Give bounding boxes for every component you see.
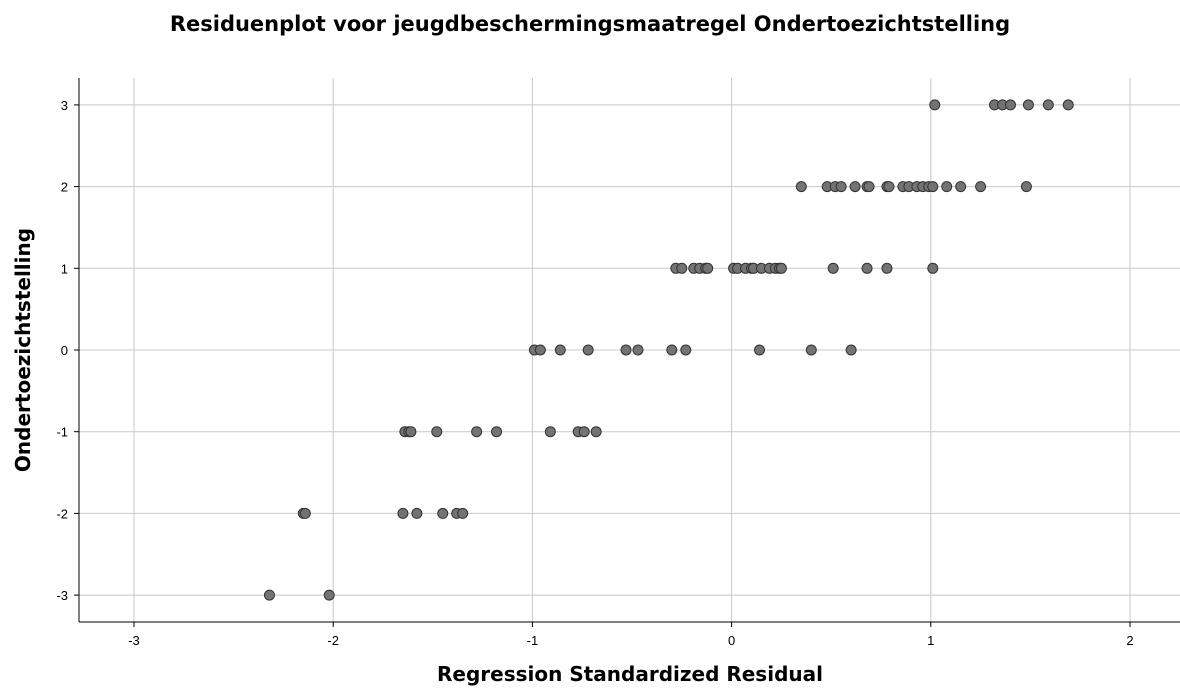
- data-point: [590, 426, 602, 438]
- x-tick-label: 0: [728, 633, 735, 648]
- y-axis-label: Ondertoezichtstelling: [11, 228, 35, 472]
- data-point: [753, 344, 765, 356]
- data-point: [1004, 99, 1016, 111]
- data-point: [554, 344, 566, 356]
- data-point: [863, 181, 875, 193]
- data-point: [775, 262, 787, 274]
- data-point: [263, 589, 275, 601]
- data-point: [975, 181, 987, 193]
- chart-title: Residuenplot voor jeugdbeschermingsmaatr…: [170, 12, 1010, 36]
- data-point: [471, 426, 483, 438]
- data-point: [544, 426, 556, 438]
- data-point: [955, 181, 967, 193]
- data-point: [299, 507, 311, 519]
- data-point: [620, 344, 632, 356]
- tick-labels: -3 -2 -1 0 1 2 3 2 1 0 -1 -2 -3: [56, 98, 1133, 648]
- data-point: [323, 589, 335, 601]
- x-axis-label: Regression Standardized Residual: [437, 662, 823, 686]
- data-point: [927, 181, 939, 193]
- data-point: [1022, 99, 1034, 111]
- data-points: [263, 99, 1074, 601]
- data-point: [795, 181, 807, 193]
- data-point: [835, 181, 847, 193]
- data-point: [883, 181, 895, 193]
- data-point: [1020, 181, 1032, 193]
- y-tick-label: 3: [61, 98, 68, 113]
- x-tick-label: -3: [128, 633, 140, 648]
- data-point: [431, 426, 443, 438]
- y-tick-label: -1: [56, 425, 68, 440]
- data-point: [411, 507, 423, 519]
- y-tick-label: 0: [61, 343, 68, 358]
- x-tick-label: 2: [1126, 633, 1133, 648]
- data-point: [397, 507, 409, 519]
- data-point: [805, 344, 817, 356]
- data-point: [534, 344, 546, 356]
- data-point: [666, 344, 678, 356]
- y-tick-label: -2: [56, 506, 68, 521]
- data-point: [849, 181, 861, 193]
- data-point: [845, 344, 857, 356]
- data-point: [632, 344, 644, 356]
- data-point: [1042, 99, 1054, 111]
- y-tick-label: -3: [56, 588, 68, 603]
- data-point: [491, 426, 503, 438]
- x-tick-label: 1: [927, 633, 934, 648]
- data-point: [861, 262, 873, 274]
- x-tick-label: -2: [327, 633, 339, 648]
- y-tick-label: 2: [61, 180, 68, 195]
- data-point: [1062, 99, 1074, 111]
- data-point: [827, 262, 839, 274]
- data-point: [927, 262, 939, 274]
- axes: [74, 78, 1180, 627]
- y-tick-label: 1: [61, 261, 68, 276]
- data-point: [405, 426, 417, 438]
- data-point: [929, 99, 941, 111]
- data-point: [941, 181, 953, 193]
- data-point: [680, 344, 692, 356]
- data-point: [457, 507, 469, 519]
- data-point: [582, 344, 594, 356]
- x-tick-label: -1: [527, 633, 539, 648]
- data-point: [676, 262, 688, 274]
- grid-lines: [79, 78, 1180, 622]
- data-point: [881, 262, 893, 274]
- data-point: [578, 426, 590, 438]
- data-point: [702, 262, 714, 274]
- data-point: [437, 507, 449, 519]
